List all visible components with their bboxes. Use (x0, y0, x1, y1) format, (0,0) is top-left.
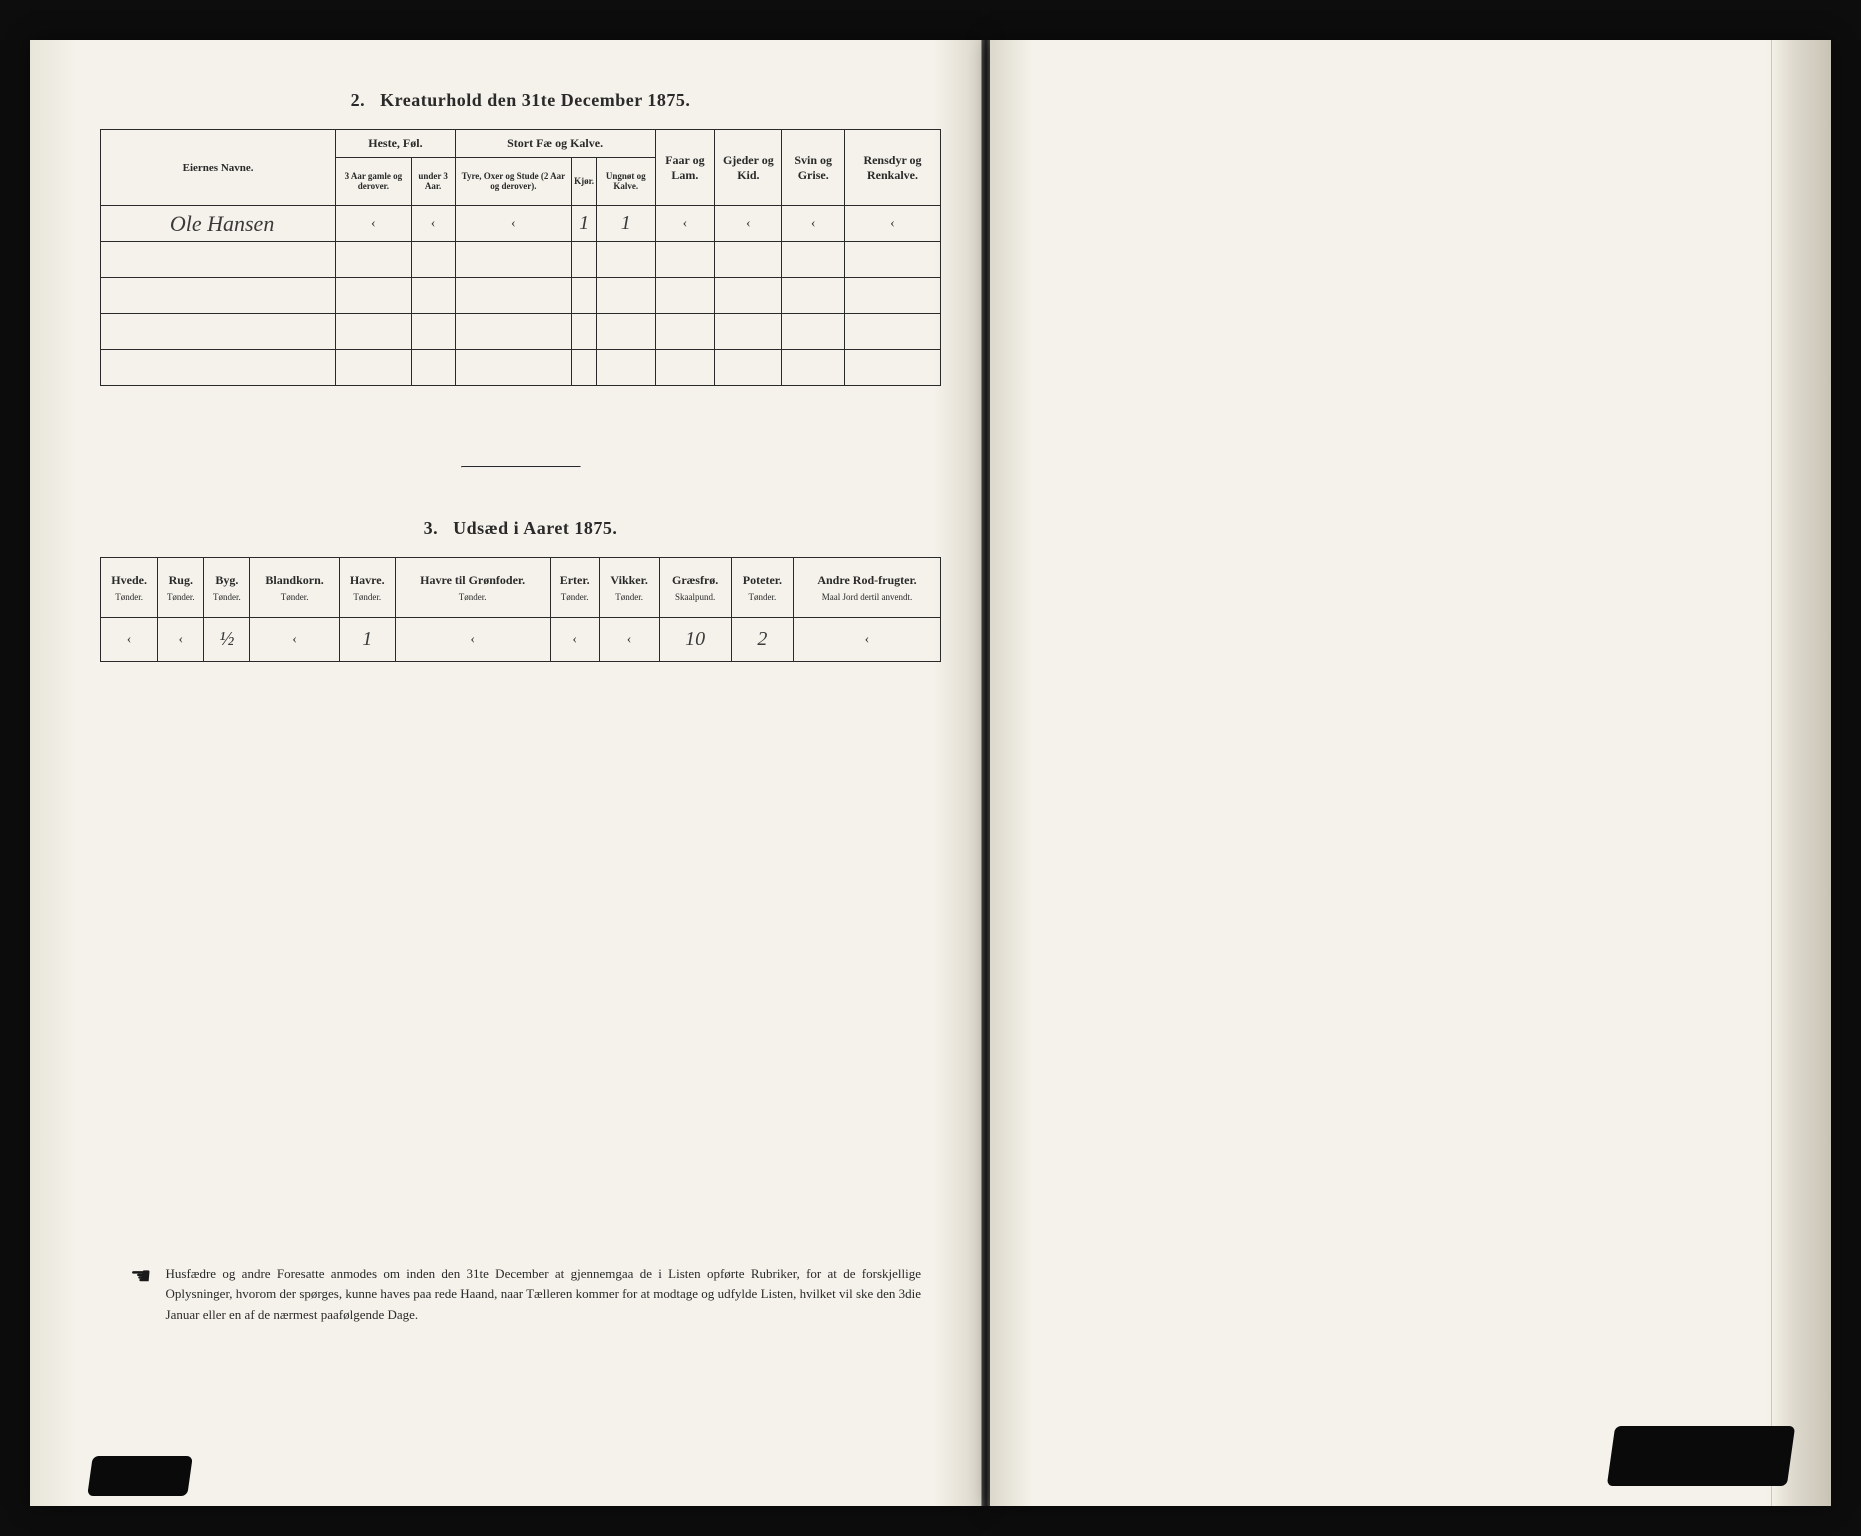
cell: ‹ (550, 618, 599, 662)
book-spread: 2. Kreaturhold den 31te December 1875. E… (30, 40, 1831, 1506)
th-stort-a: Tyre, Oxer og Stude (2 Aar og derover). (455, 158, 571, 206)
table2-title: 3. Udsæd i Aaret 1875. (100, 518, 941, 539)
table-row (101, 242, 941, 278)
th-col: Andre Rod-frugter.Maal Jord dertil anven… (794, 558, 941, 618)
th-faar: Faar og Lam. (655, 130, 715, 206)
book-gutter (982, 40, 990, 1506)
th-rensdyr: Rensdyr og Renkalve. (845, 130, 941, 206)
left-page: 2. Kreaturhold den 31te December 1875. E… (30, 40, 982, 1506)
seed-table: Hvede.Tønder. Rug.Tønder. Byg.Tønder. Bl… (100, 557, 941, 662)
th-heste-b: under 3 Aar. (411, 158, 455, 206)
cell: ‹ (794, 618, 941, 662)
livestock-table: Eiernes Navne. Heste, Føl. Stort Fæ og K… (100, 129, 941, 386)
th-name: Eiernes Navne. (101, 130, 336, 206)
th-stort: Stort Fæ og Kalve. (455, 130, 655, 158)
cell: 1 (572, 206, 597, 242)
right-page (990, 40, 1831, 1506)
th-stort-c: Ungnøt og Kalve. (597, 158, 656, 206)
table1-title-num: 2. (351, 90, 366, 110)
table-row (101, 350, 941, 386)
binder-clip-right (1607, 1426, 1795, 1486)
th-col: Rug.Tønder. (158, 558, 204, 618)
table-row (101, 314, 941, 350)
table2-title-text: Udsæd i Aaret 1875. (453, 518, 617, 538)
table-row: ‹ ‹ ½ ‹ 1 ‹ ‹ ‹ 10 2 ‹ (101, 618, 941, 662)
cell: ‹ (655, 206, 715, 242)
th-heste: Heste, Føl. (336, 130, 455, 158)
th-col: Havre.Tønder. (339, 558, 395, 618)
footnote-text: Husfædre og andre Foresatte anmodes om i… (166, 1264, 921, 1326)
cell: 1 (597, 206, 656, 242)
cell: ½ (204, 618, 250, 662)
th-col: Erter.Tønder. (550, 558, 599, 618)
mid-rule (461, 466, 581, 468)
cell: ‹ (250, 618, 339, 662)
th-heste-a: 3 Aar gamle og derover. (336, 158, 411, 206)
table1-title-text: Kreaturhold den 31te December 1875. (380, 90, 690, 110)
pointing-hand-icon: ☚ (130, 1262, 152, 1326)
cell: ‹ (715, 206, 782, 242)
th-svin: Svin og Grise. (782, 130, 845, 206)
cell: ‹ (101, 618, 158, 662)
cell-name: Ole Hansen (101, 206, 336, 242)
cell: ‹ (845, 206, 941, 242)
cell: 2 (731, 618, 793, 662)
cell: ‹ (411, 206, 455, 242)
page-edge (1771, 40, 1831, 1506)
th-col: Havre til Grønfoder.Tønder. (395, 558, 550, 618)
th-stort-b: Kjør. (572, 158, 597, 206)
table1-title: 2. Kreaturhold den 31te December 1875. (100, 90, 941, 111)
cell: ‹ (455, 206, 571, 242)
th-col: Blandkorn.Tønder. (250, 558, 339, 618)
th-col: Græsfrø.Skaalpund. (659, 558, 731, 618)
th-col: Poteter.Tønder. (731, 558, 793, 618)
table-row: Ole Hansen ‹ ‹ ‹ 1 1 ‹ ‹ ‹ ‹ (101, 206, 941, 242)
cell: 10 (659, 618, 731, 662)
footnote: ☚ Husfædre og andre Foresatte anmodes om… (130, 1264, 921, 1326)
table2-title-num: 3. (424, 518, 439, 538)
th-col: Hvede.Tønder. (101, 558, 158, 618)
cell: ‹ (158, 618, 204, 662)
cell: ‹ (599, 618, 659, 662)
th-col: Vikker.Tønder. (599, 558, 659, 618)
table-row (101, 278, 941, 314)
binder-clip-left (87, 1456, 193, 1496)
cell: ‹ (395, 618, 550, 662)
th-col: Byg.Tønder. (204, 558, 250, 618)
th-gjeder: Gjeder og Kid. (715, 130, 782, 206)
cell: ‹ (336, 206, 411, 242)
cell: ‹ (782, 206, 845, 242)
cell: 1 (339, 618, 395, 662)
